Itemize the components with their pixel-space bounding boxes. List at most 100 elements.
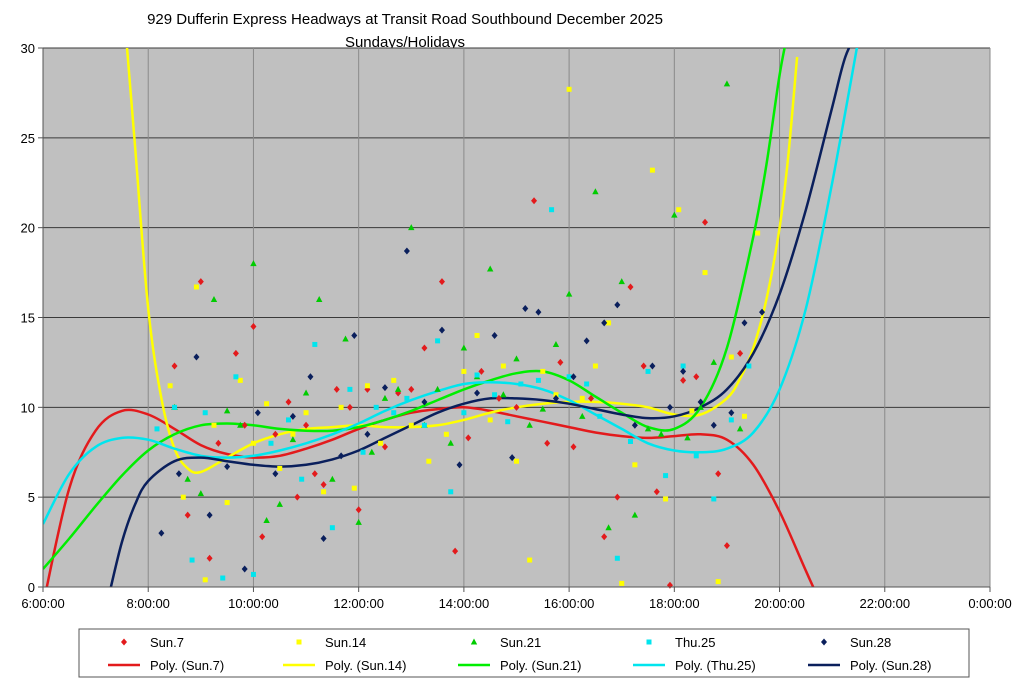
point-sun-28 [338,452,345,460]
point-sun-7 [355,506,362,514]
legend: Sun.7 Sun.14 Sun.21 Thu.25 Sun.28 Poly. (Sun.… [78,628,970,678]
trendlines [43,48,859,587]
chart-title: 929 Dufferin Express Headways at Transit… [147,11,663,28]
point-sun-28 [474,389,481,397]
x-tick-label: 10:00:00 [228,596,279,611]
legend-marker-sun-14 [296,639,302,645]
point-sun-28 [254,409,261,417]
point-sun-21 [368,448,376,455]
point-sun-7 [495,394,502,402]
point-thu-25 [549,207,555,213]
point-sun-14 [180,494,186,500]
point-sun-7 [232,349,239,357]
point-sun-28 [438,326,445,334]
point-sun-7 [408,385,415,393]
point-sun-14 [676,207,682,213]
point-sun-21 [210,296,218,303]
point-sun-7 [250,322,257,330]
point-sun-7 [627,283,634,291]
point-thu-25 [373,404,379,410]
point-sun-28 [175,470,182,478]
point-sun-28 [456,461,463,469]
point-sun-14 [408,422,414,428]
point-thu-25 [711,496,717,502]
x-tick-label: 0:00:00 [968,596,1011,611]
x-tick-label: 8:00:00 [127,596,170,611]
point-sun-14 [351,485,357,491]
point-sun-21 [263,517,270,524]
point-sun-14 [474,332,480,338]
point-sun-28 [206,511,213,519]
point-thu-25 [421,422,427,428]
legend-label-sun-21: Sun.21 [500,635,541,650]
legend-label-sun-7: Sun.7 [150,635,184,650]
point-sun-14 [202,577,208,583]
point-sun-7 [311,470,318,478]
point-thu-25 [360,449,366,455]
point-thu-25 [614,555,620,561]
point-thu-25 [505,419,511,425]
point-sun-14 [663,496,669,502]
point-thu-25 [189,557,195,563]
point-sun-14 [391,377,397,383]
point-sun-28 [697,398,704,406]
legend-marker-thu-25 [646,639,652,645]
point-sun-28 [666,403,673,411]
point-sun-7 [259,533,266,541]
legend-label-sun-14: Sun.14 [325,635,366,650]
point-sun-7 [653,488,660,496]
point-thu-25 [347,386,353,392]
point-thu-25 [286,417,292,423]
y-tick-label: 5 [28,490,35,505]
point-sun-21 [316,296,323,303]
legend-marker-sun-7 [121,638,127,646]
point-sun-7 [333,385,340,393]
point-thu-25 [746,363,752,369]
legend-label-thu-25: Thu.25 [675,635,715,650]
point-sun-28 [522,305,529,313]
point-sun-7 [465,434,472,442]
trendline-poly-sun-14 [125,48,799,474]
point-sun-28 [351,331,358,339]
series-sun-7 [171,197,744,589]
point-sun-14 [527,557,533,563]
point-sun-7 [737,349,744,357]
point-sun-21 [565,290,573,297]
point-sun-7 [438,278,445,286]
point-sun-14 [606,320,612,326]
point-sun-28 [307,373,314,381]
point-sun-28 [289,412,296,420]
point-sun-28 [728,409,735,417]
point-sun-21 [618,278,625,285]
point-thu-25 [474,372,480,378]
point-sun-14 [715,579,721,585]
point-sun-28 [535,308,542,316]
point-sun-14 [487,417,493,423]
point-sun-14 [193,284,199,290]
point-sun-7 [680,376,687,384]
point-sun-28 [381,384,388,392]
point-sun-28 [680,367,687,375]
point-sun-28 [224,463,231,471]
point-thu-25 [154,426,160,432]
point-sun-28 [158,529,165,537]
point-sun-21 [276,500,283,507]
point-sun-14 [461,368,467,374]
point-sun-14 [619,580,625,586]
trendline-poly-sun-21 [43,48,786,570]
point-sun-21 [526,421,533,428]
point-sun-21 [684,434,691,441]
chart-subtitle: Sundays/Holidays [345,34,465,51]
point-thu-25 [172,404,178,410]
point-sun-28 [509,454,516,462]
x-tick-label: 6:00:00 [21,596,64,611]
legend-label-poly-thu-25: Poly. (Thu.25) [675,658,756,673]
point-sun-14 [443,431,449,437]
point-thu-25 [535,377,541,383]
point-sun-28 [491,331,498,339]
point-sun-7 [478,367,485,375]
trendline-poly-thu-25 [43,48,859,525]
point-sun-21 [381,394,389,401]
point-sun-28 [364,430,371,438]
